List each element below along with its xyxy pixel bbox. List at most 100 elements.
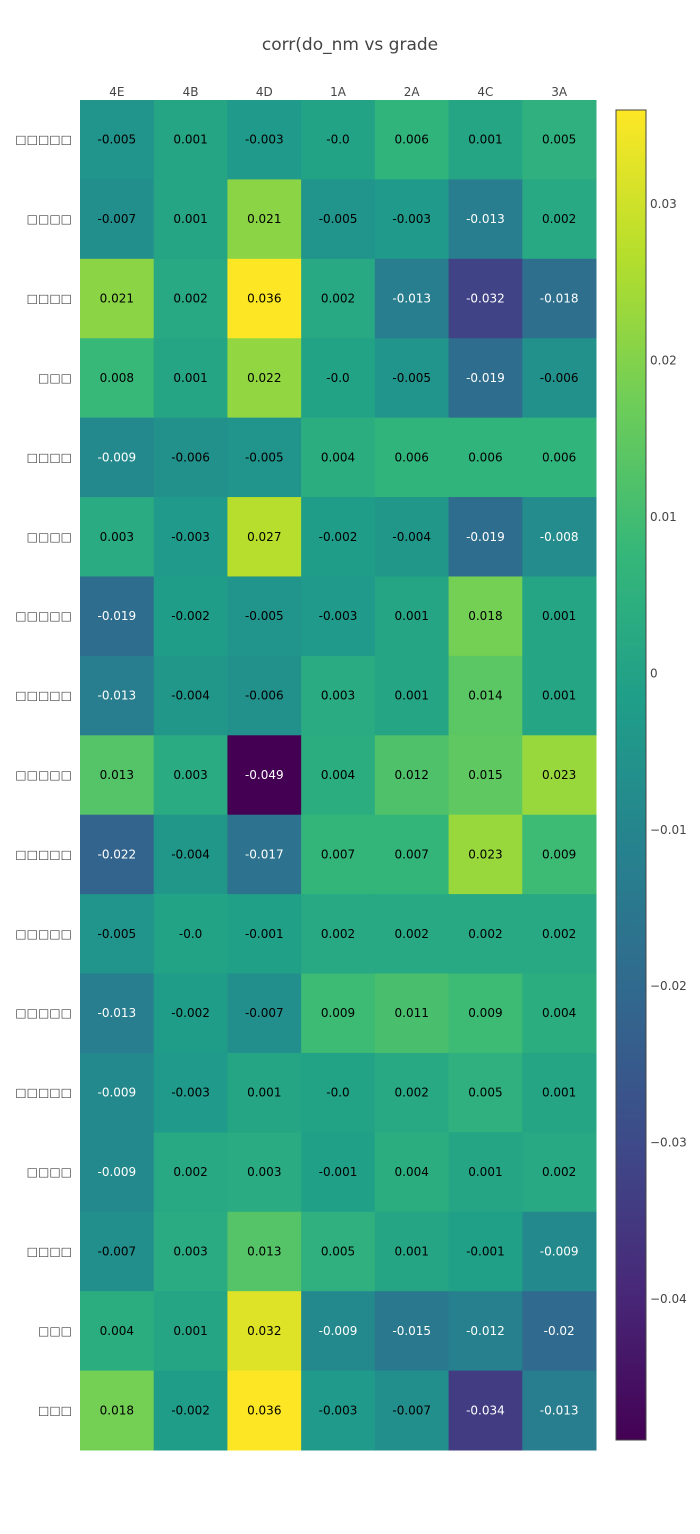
colorbar-gradient [615, 109, 647, 1441]
heatmap-cell [301, 894, 376, 975]
heatmap-cell [448, 1370, 523, 1451]
heatmap-cell-label: 0.001 [468, 133, 502, 147]
heatmap-cell [374, 338, 450, 419]
heatmap-cell [227, 100, 302, 180]
heatmap-cell [301, 1370, 376, 1451]
heatmap-cell-label: -0.002 [319, 530, 358, 544]
heatmap-cell-label: -0.019 [466, 530, 505, 544]
y-tick-label: □□□ [38, 1324, 72, 1338]
heatmap-cell-label: 0.003 [100, 530, 134, 544]
heatmap-cell [153, 179, 228, 260]
heatmap-cell-label: -0.005 [245, 609, 284, 623]
colorbar-tick-label: 0 [650, 666, 658, 680]
heatmap-cell-label: -0.003 [319, 1403, 358, 1417]
heatmap-cell [80, 1132, 155, 1213]
heatmap-cell-label: 0.013 [100, 768, 134, 782]
heatmap-cell [227, 179, 302, 260]
x-tick-label: 4B [183, 85, 199, 99]
y-tick-label: □□□□□ [15, 689, 72, 703]
heatmap-cell [374, 655, 450, 736]
y-tick-label: □□□□□ [15, 133, 72, 147]
heatmap-cell [374, 179, 450, 260]
y-tick-label: □□□□□ [15, 847, 72, 861]
heatmap-cell-label: 0.027 [247, 530, 281, 544]
heatmap-cell-label: -0.003 [319, 609, 358, 623]
heatmap-cell-label: 0.014 [468, 689, 502, 703]
heatmap-cell-label: -0.004 [171, 847, 210, 861]
heatmap-cell-label: 0.023 [468, 847, 502, 861]
heatmap-cell [301, 258, 376, 339]
heatmap-cell-label: 0.003 [321, 689, 355, 703]
y-tick-label: □□□□□ [15, 1086, 72, 1100]
heatmap-cell [448, 179, 523, 260]
heatmap-cell-label: 0.021 [247, 212, 281, 226]
heatmap-cell-label: 0.002 [173, 292, 207, 306]
y-tick-label: □□□□ [27, 292, 72, 306]
heatmap-cell [301, 655, 376, 736]
heatmap-cell-label: 0.021 [100, 292, 134, 306]
heatmap-cell [80, 258, 155, 339]
heatmap-cell [522, 1052, 597, 1133]
heatmap-cell-label: 0.006 [395, 450, 429, 464]
heatmap-cell [301, 973, 376, 1054]
heatmap-cell-label: -0.007 [98, 1244, 137, 1258]
heatmap-cell-label: 0.002 [542, 1165, 576, 1179]
heatmap-cell [227, 1370, 302, 1451]
heatmap-cell [448, 973, 523, 1054]
heatmap-cell [448, 258, 523, 339]
heatmap-cell-label: 0.004 [321, 768, 355, 782]
heatmap-cell [522, 655, 597, 736]
heatmap-cell [448, 1291, 523, 1372]
heatmap-cell [374, 1211, 450, 1292]
heatmap-cell-label: 0.022 [247, 371, 281, 385]
y-tick-label: □□□ [38, 371, 72, 385]
heatmap-cell [227, 1052, 302, 1133]
heatmap-cell [301, 1211, 376, 1292]
heatmap-cell [374, 576, 450, 657]
heatmap-cell-label: 0.005 [468, 1086, 502, 1100]
heatmap-cell-label: 0.002 [395, 1086, 429, 1100]
heatmap-cell-label: 0.009 [468, 1006, 502, 1020]
heatmap-cell-label: -0.005 [98, 927, 137, 941]
heatmap-cell [448, 100, 523, 180]
heatmap-cell [301, 417, 376, 498]
heatmap-cell-label: 0.013 [247, 1244, 281, 1258]
heatmap-cell-label: -0.018 [540, 292, 579, 306]
heatmap-cell [80, 179, 155, 260]
heatmap-cell-label: 0.001 [542, 609, 576, 623]
heatmap-cell-label: -0.012 [466, 1324, 505, 1338]
heatmap-cell [227, 1291, 302, 1372]
heatmap-cell-label: 0.001 [395, 689, 429, 703]
heatmap-cell-label: 0.004 [321, 450, 355, 464]
heatmap-cell-label: -0.003 [171, 530, 210, 544]
heatmap-cell [522, 1291, 597, 1372]
heatmap-cell [448, 1132, 523, 1213]
heatmap-cell [301, 1132, 376, 1213]
heatmap-cell [80, 497, 155, 577]
heatmap-cell-label: -0.015 [392, 1324, 431, 1338]
y-axis-tick-labels: □□□□□□□□□□□□□□□□□□□□□□□□□□□□□□□□□□□□□□□□… [15, 133, 72, 1418]
y-tick-label: □□□□□ [15, 768, 72, 782]
heatmap-cell [153, 1132, 228, 1213]
heatmap-cell-label: -0.005 [319, 212, 358, 226]
heatmap-cell-label: 0.004 [395, 1165, 429, 1179]
heatmap-cell-label: 0.003 [173, 768, 207, 782]
heatmap-cell-label: 0.003 [247, 1165, 281, 1179]
heatmap-cell-label: -0.002 [171, 609, 210, 623]
heatmap-cell-label: 0.002 [321, 927, 355, 941]
heatmap-cell [301, 1052, 376, 1133]
heatmap-cell [522, 417, 597, 498]
heatmap-cell [522, 814, 597, 895]
heatmap-cell [227, 973, 302, 1054]
heatmap-cell [522, 497, 597, 577]
heatmap-cell-label: -0.006 [245, 689, 284, 703]
heatmap-cell-label: -0.013 [540, 1403, 579, 1417]
heatmap-cell [227, 1132, 302, 1213]
heatmap-cell [374, 497, 450, 577]
heatmap-cell [227, 894, 302, 975]
heatmap-cell-label: -0.004 [392, 530, 431, 544]
heatmap-cell [374, 1052, 450, 1133]
x-axis-tick-labels: 4E 4B 4D 1A 2A 4C 3A [109, 85, 568, 99]
y-tick-label: □□□□ [27, 530, 72, 544]
heatmap-cell [227, 735, 302, 816]
